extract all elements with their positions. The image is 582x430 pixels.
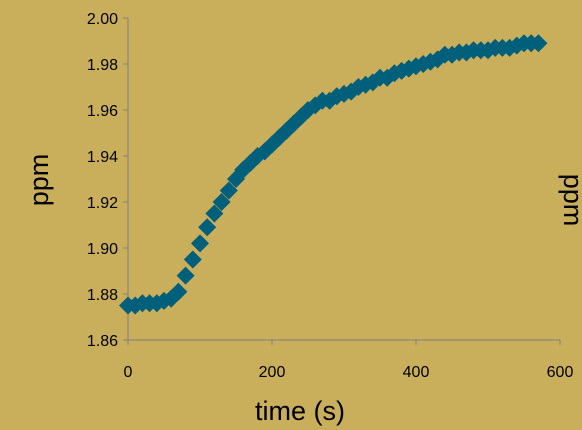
y-tick-label: 1.98 xyxy=(87,57,118,74)
data-point xyxy=(212,193,231,211)
y-tick-label: 2.00 xyxy=(87,11,118,28)
y-tick-label: 1.86 xyxy=(87,333,118,350)
data-markers xyxy=(119,34,548,315)
axes xyxy=(123,17,561,345)
tick-labels: 1.86 1.88 1.90 1.92 1.94 1.96 1.98 2.00 0 200 400 6… xyxy=(87,11,574,381)
x-axis-title: time (s) xyxy=(255,396,345,426)
x-tick-label: 400 xyxy=(403,364,430,381)
data-point xyxy=(198,218,217,237)
x-tick-label: 600 xyxy=(547,364,574,381)
data-point xyxy=(205,204,224,223)
data-point xyxy=(407,57,425,76)
data-point xyxy=(191,234,209,253)
y-tick-label: 1.96 xyxy=(87,103,118,120)
data-point xyxy=(183,250,202,269)
x-tick-label: 0 xyxy=(124,364,133,381)
x-tick-label: 200 xyxy=(259,364,286,381)
y-tick-label: 1.88 xyxy=(87,287,118,304)
y-axis-title: ppm xyxy=(24,154,54,207)
data-point xyxy=(529,34,548,53)
clipped-axis-title: ppm xyxy=(558,174,582,227)
data-point xyxy=(176,266,195,285)
y-tick-label: 1.90 xyxy=(87,241,118,258)
y-tick-label: 1.94 xyxy=(87,149,118,166)
data-point xyxy=(169,282,188,301)
data-point xyxy=(219,181,238,200)
y-tick-label: 1.92 xyxy=(87,195,118,212)
